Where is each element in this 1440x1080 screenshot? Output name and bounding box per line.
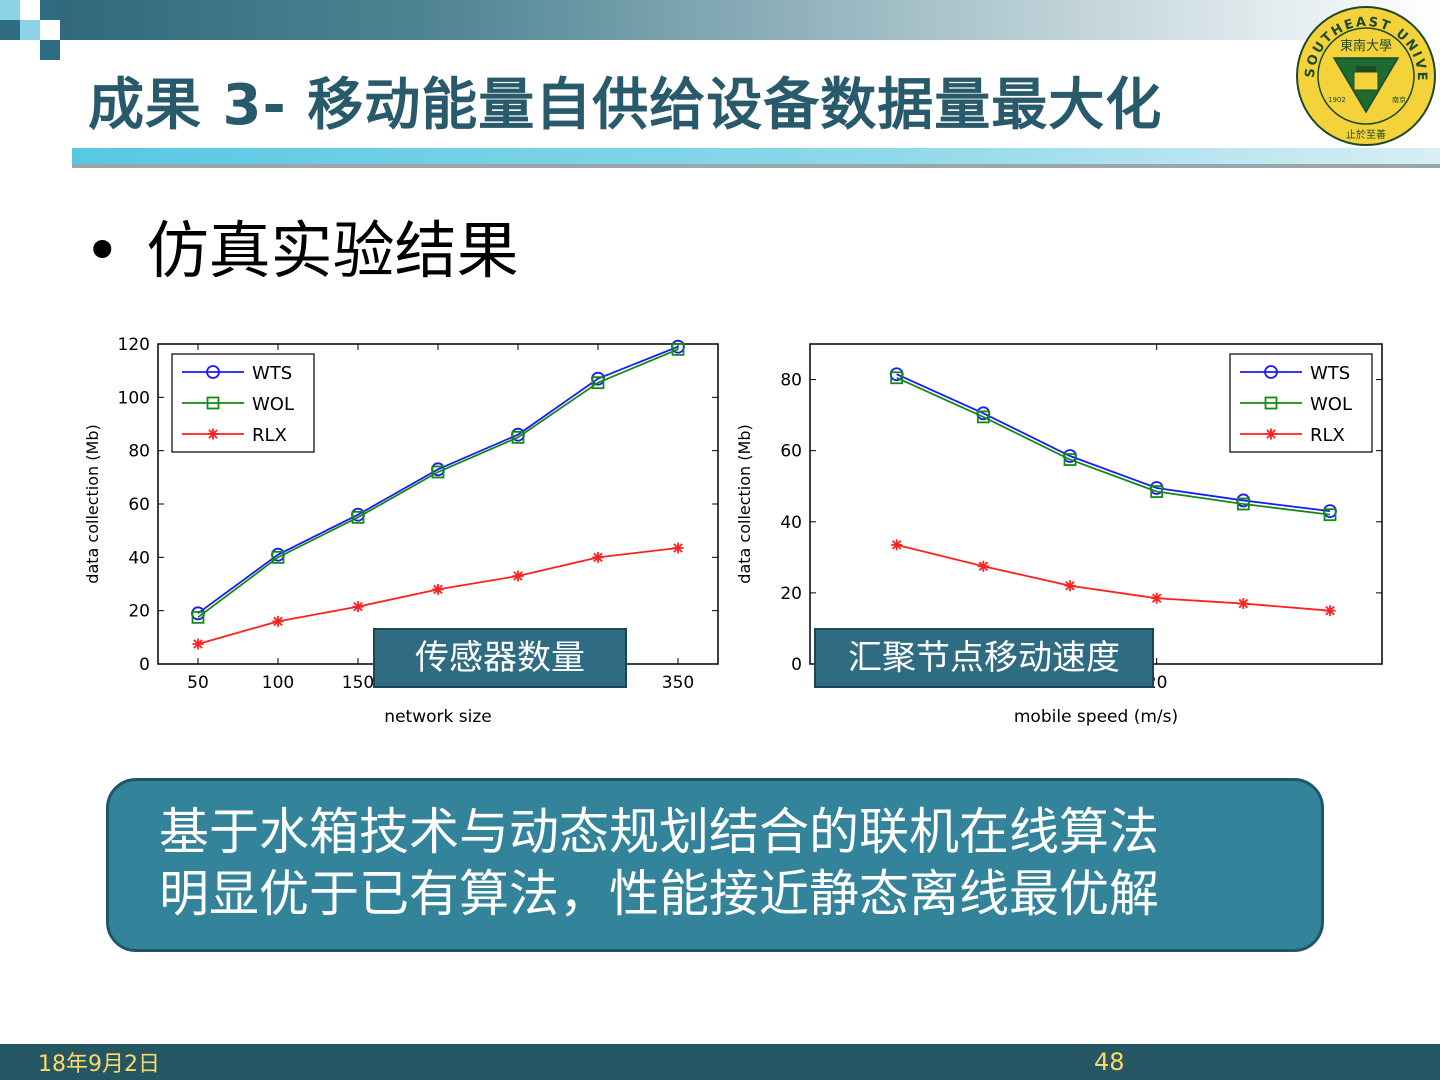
corner-square-5 bbox=[20, 20, 40, 40]
data-point-star bbox=[977, 560, 989, 572]
data-point-square bbox=[1264, 396, 1278, 410]
data-point-star bbox=[512, 570, 524, 582]
y-tick-label: 60 bbox=[128, 495, 150, 515]
legend-label: WOL bbox=[252, 394, 294, 415]
data-point-square bbox=[351, 510, 365, 524]
corner-square-7 bbox=[0, 40, 20, 60]
footer-date: 18年9月2日 bbox=[38, 1052, 160, 1077]
y-tick-label: 40 bbox=[128, 548, 150, 568]
data-point-square bbox=[671, 342, 685, 356]
y-tick-label: 0 bbox=[139, 655, 150, 675]
data-point-square bbox=[976, 410, 990, 424]
x-tick-label: 350 bbox=[662, 673, 694, 693]
title-underline bbox=[72, 148, 1440, 164]
y-axis-label: data collection (Mb) bbox=[736, 424, 754, 583]
y-tick-label: 80 bbox=[128, 442, 150, 462]
data-point-square bbox=[1150, 485, 1164, 498]
legend-label: RLX bbox=[252, 425, 287, 446]
corner-square-1 bbox=[0, 0, 20, 20]
x-tick-label: 150 bbox=[342, 673, 374, 693]
conclusion-box: 基于水箱技术与动态规划结合的联机在线算法 明显优于已有算法，性能接近静态离线最优… bbox=[106, 778, 1324, 952]
y-tick-label: 80 bbox=[780, 371, 802, 391]
data-point-circle bbox=[206, 365, 220, 379]
y-tick-label: 120 bbox=[118, 335, 150, 355]
data-point-square bbox=[191, 610, 205, 624]
legend-label: RLX bbox=[1310, 425, 1345, 446]
page-number: 48 bbox=[1094, 1048, 1125, 1076]
data-point-star bbox=[592, 551, 604, 563]
data-point-star bbox=[891, 539, 903, 551]
x-tick-label: 100 bbox=[262, 673, 294, 693]
y-tick-label: 60 bbox=[780, 442, 802, 462]
slide-title: 成果 3- 移动能量自供给设备数据量最大化 bbox=[88, 73, 1163, 138]
title-underline-shadow bbox=[72, 164, 1440, 168]
data-point-square bbox=[206, 396, 220, 410]
data-point-star bbox=[1151, 592, 1163, 604]
data-point-star bbox=[192, 638, 204, 650]
data-point-square bbox=[591, 376, 605, 390]
data-point-square bbox=[890, 371, 904, 385]
x-axis-label: mobile speed (m/s) bbox=[1014, 707, 1178, 727]
chart-mobile-speed: 0 20 40 60 80 20 mobile speed (m/s) data collec… bbox=[736, 326, 1396, 736]
y-tick-label: 0 bbox=[791, 655, 802, 675]
data-point-star bbox=[1237, 598, 1249, 610]
logo-motto: 止於至善 bbox=[1346, 128, 1386, 141]
data-point-circle bbox=[1264, 365, 1278, 379]
conclusion-line-1: 基于水箱技术与动态规划结合的联机在线算法 bbox=[159, 803, 1159, 861]
logo-year: 1902 bbox=[1328, 96, 1346, 104]
overlay-sensor-count: 传感器数量 bbox=[373, 628, 627, 688]
footer-bar: 18年9月2日 48 bbox=[0, 1044, 1440, 1080]
data-point-square bbox=[511, 430, 525, 444]
legend-label: WTS bbox=[252, 363, 292, 384]
series-line-wol bbox=[896, 376, 1331, 516]
data-point-square bbox=[271, 550, 285, 564]
header-band bbox=[0, 0, 1440, 40]
x-axis-label: network size bbox=[384, 707, 491, 727]
legend-label: WOL bbox=[1310, 394, 1352, 415]
corner-square-8 bbox=[40, 40, 60, 60]
data-point-square bbox=[1236, 497, 1250, 511]
data-point-star bbox=[432, 583, 444, 595]
series-line-wol bbox=[197, 348, 679, 619]
series-line-wts bbox=[896, 373, 1331, 513]
logo-inner-text: 東南大學 bbox=[1340, 38, 1392, 54]
y-tick-label: 40 bbox=[780, 513, 802, 533]
data-point-star bbox=[1265, 428, 1277, 440]
data-point-star bbox=[672, 542, 684, 554]
corner-square-4 bbox=[0, 20, 20, 40]
corner-square-3 bbox=[40, 0, 60, 20]
chart-network-size-svg: 02040608010012050100150200250300350netwo… bbox=[83, 335, 719, 727]
data-point-square bbox=[1323, 508, 1337, 522]
data-point-star bbox=[1064, 580, 1076, 592]
y-tick-label: 20 bbox=[780, 584, 802, 604]
y-tick-label: 100 bbox=[118, 388, 150, 408]
data-point-square bbox=[431, 465, 445, 479]
data-point-star bbox=[272, 615, 284, 627]
logo-city: 南京 bbox=[1392, 95, 1406, 104]
corner-square-2 bbox=[20, 0, 40, 20]
corner-square-6 bbox=[40, 20, 60, 40]
legend-label: WTS bbox=[1310, 363, 1350, 384]
overlay-sink-speed: 汇聚节点移动速度 bbox=[814, 628, 1154, 688]
data-point-star bbox=[207, 428, 219, 440]
y-axis-label: data collection (Mb) bbox=[83, 424, 102, 583]
bullet-item: • 仿真实验结果 bbox=[84, 200, 519, 290]
data-point-star bbox=[352, 601, 364, 613]
conclusion-line-2: 明显优于已有算法，性能接近静态离线最优解 bbox=[159, 865, 1159, 923]
series-line-wts bbox=[197, 345, 679, 615]
series-line-rlx bbox=[896, 544, 1331, 612]
bullet-dot: • bbox=[84, 214, 121, 287]
university-logo: SOUTHEAST UNIVERSITY 東南大學 1902 南京 止於至善 bbox=[1294, 4, 1436, 146]
data-point-star bbox=[1324, 605, 1336, 617]
y-tick-label: 20 bbox=[128, 602, 150, 622]
data-point-square bbox=[1063, 453, 1077, 466]
bullet-text: 仿真实验结果 bbox=[146, 214, 519, 287]
x-tick-label: 50 bbox=[187, 673, 209, 693]
chart-network-size: 02040608010012050100150200250300350netwo… bbox=[76, 326, 736, 736]
